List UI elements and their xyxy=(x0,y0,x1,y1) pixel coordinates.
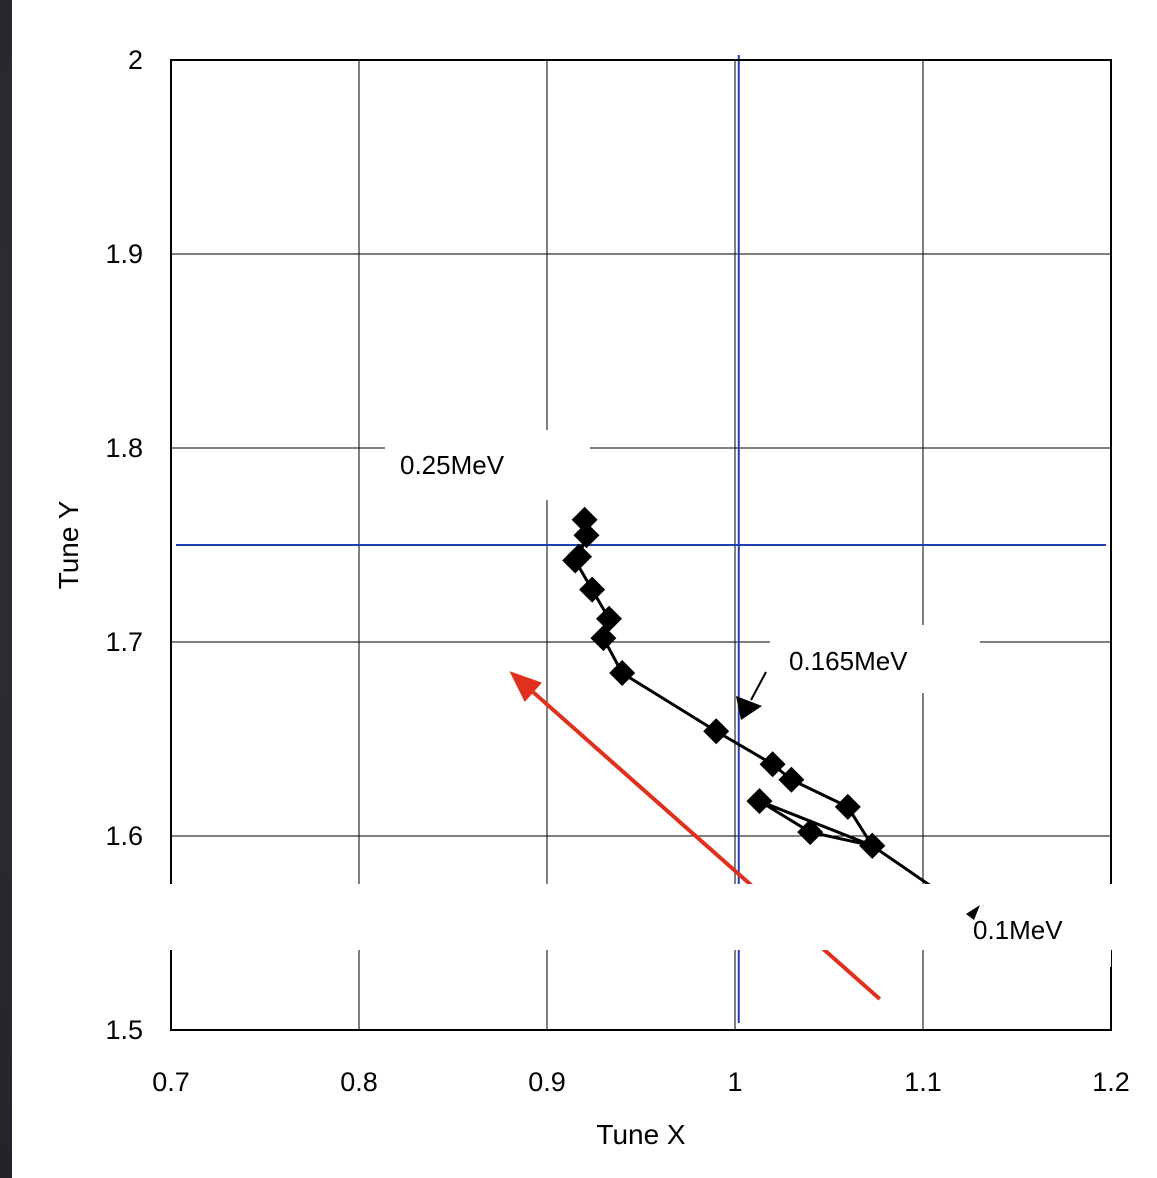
data-point xyxy=(746,788,773,815)
data-point xyxy=(759,751,786,778)
data-point xyxy=(859,832,886,859)
y-tick-label: 2 xyxy=(128,45,143,75)
label-masks xyxy=(165,430,1115,967)
x-axis-title: Tune X xyxy=(596,1119,686,1150)
y-axis-title: Tune Y xyxy=(53,500,84,589)
annotation-label: 0.165MeV xyxy=(789,646,908,676)
data-point xyxy=(571,506,598,533)
y-tick-label: 1.8 xyxy=(105,433,143,463)
data-point xyxy=(596,605,623,632)
y-tick-label: 1.9 xyxy=(105,239,143,269)
reference-lines xyxy=(176,55,1106,1023)
x-tick-label: 1.2 xyxy=(1092,1067,1130,1097)
annotation-label: 0.1MeV xyxy=(973,915,1063,945)
label-pointer-head-0165mev xyxy=(736,696,762,720)
data-point xyxy=(579,576,606,603)
x-tick-label: 1 xyxy=(727,1067,742,1097)
label-bg-01mev xyxy=(960,897,1111,967)
label-pointer-01mev xyxy=(966,905,980,920)
axis-break-gap xyxy=(165,884,1115,950)
label-bg-025mev xyxy=(385,430,590,500)
plot-border xyxy=(170,59,1112,1031)
tick-labels: 0.7 0.8 0.9 1 1.1 1.2 1.5 1.6 1.7 1.8 1.9 2 xyxy=(105,45,1129,1097)
data-point xyxy=(562,547,589,574)
annotations: 0.25MeV 0.165MeV 0.1MeV xyxy=(400,450,1063,945)
x-tick-label: 1.1 xyxy=(904,1067,942,1097)
x-tick-label: 0.9 xyxy=(528,1067,566,1097)
label-bg-0165mev xyxy=(770,625,980,693)
plot-frame xyxy=(170,59,1112,1031)
y-tick-label: 1.6 xyxy=(105,821,143,851)
data-point xyxy=(797,819,824,846)
data-point xyxy=(573,522,600,549)
x-tick-label: 0.7 xyxy=(152,1067,190,1097)
data-point xyxy=(834,793,861,820)
data-point xyxy=(703,718,730,745)
data-point xyxy=(778,766,805,793)
y-tick-label: 1.5 xyxy=(105,1015,143,1045)
arrow-head xyxy=(509,671,542,703)
x-tick-label: 0.8 xyxy=(340,1067,378,1097)
annotation-label: 0.25MeV xyxy=(400,450,505,480)
data-point xyxy=(609,660,636,687)
data-point xyxy=(590,625,617,652)
label-pointer-0165mev xyxy=(750,671,767,701)
y-tick-label: 1.7 xyxy=(105,627,143,657)
